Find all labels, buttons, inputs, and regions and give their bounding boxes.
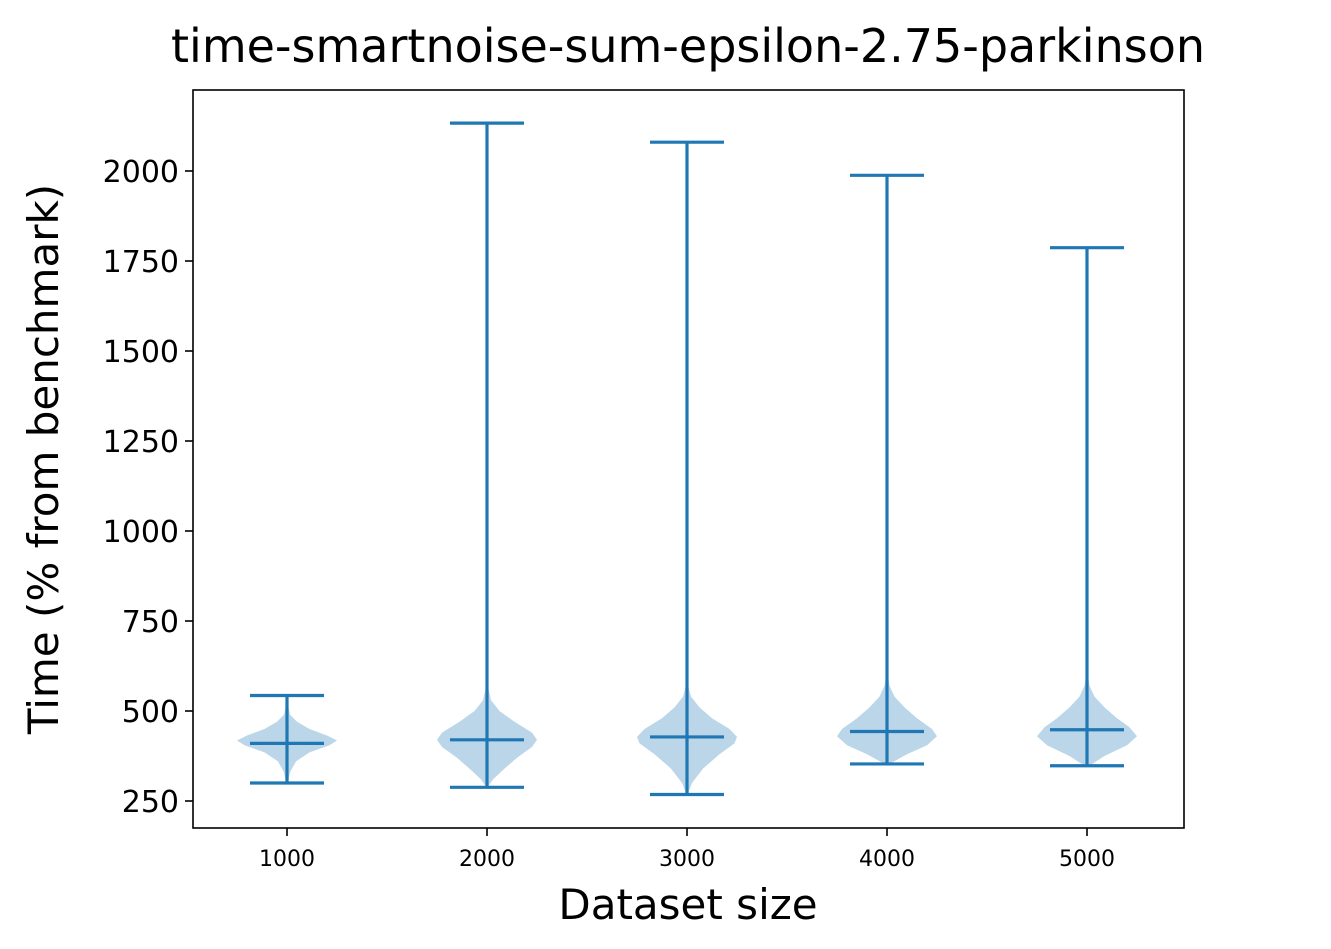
x-tick-label: 1000 (259, 847, 315, 872)
y-axis: 250 500 750 1000 1250 1500 1750 2000 (103, 155, 193, 820)
plot-frame (192, 89, 1185, 829)
violin-5000 (1037, 246, 1137, 768)
x-axis-label: Dataset size (558, 880, 817, 929)
y-tick-label: 1750 (103, 245, 179, 280)
violin-2000 (437, 121, 537, 789)
x-tick-label: 2000 (459, 847, 515, 872)
violin-4000 (837, 173, 937, 766)
y-tick-label: 1000 (103, 515, 179, 550)
plot-area (237, 121, 1137, 797)
y-tick-label: 1250 (103, 425, 179, 460)
y-tick-label: 2000 (103, 155, 179, 190)
y-tick-label: 1500 (103, 335, 179, 370)
y-tick-label: 500 (122, 695, 179, 730)
violin-1000 (237, 693, 337, 785)
y-tick-label: 250 (122, 785, 179, 820)
violin-3000 (637, 140, 737, 797)
x-tick-label: 3000 (659, 847, 715, 872)
y-axis-label: Time (% from benchmark) (19, 184, 68, 735)
chart-title: time-smartnoise-sum-epsilon-2.75-parkins… (171, 19, 1205, 73)
x-axis: 1000 2000 3000 4000 5000 (259, 828, 1115, 872)
x-tick-label: 4000 (859, 847, 915, 872)
x-tick-label: 5000 (1059, 847, 1115, 872)
y-tick-label: 750 (122, 605, 179, 640)
